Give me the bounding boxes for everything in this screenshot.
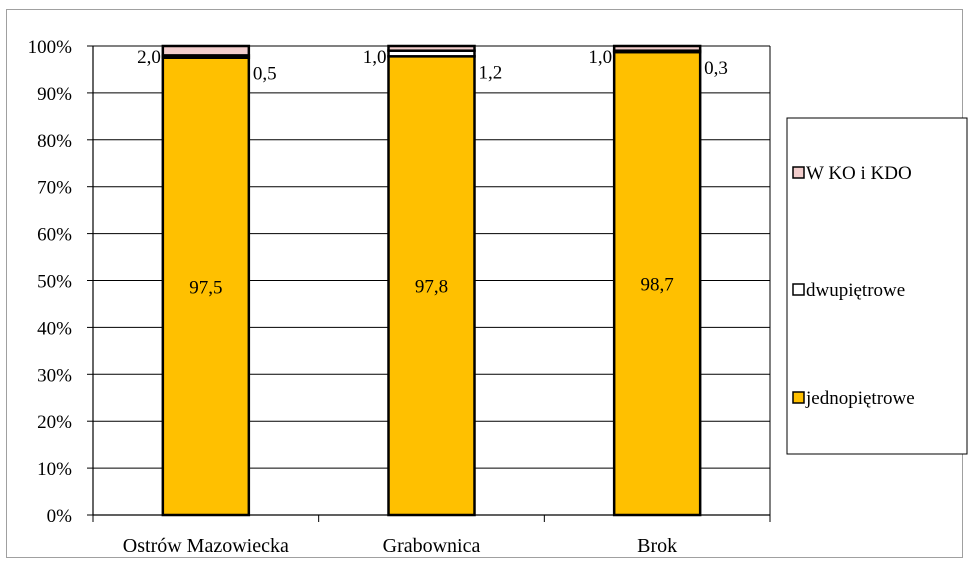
legend: W KO i KDO dwupiętrowe jednopiętrowe (786, 117, 968, 455)
y-tick-label: 100% (28, 37, 73, 58)
data-label: 1,2 (479, 62, 503, 83)
y-tick-label: 10% (37, 459, 72, 480)
y-axis-ticks: 0% 10% 20% 30% 40% 50% 60% 70% 80% 90% 100% (28, 37, 93, 527)
data-label: 1,0 (363, 47, 387, 68)
data-label: 0,5 (253, 64, 277, 85)
data-label: 97,8 (415, 277, 448, 298)
y-tick-label: 60% (37, 225, 72, 246)
x-category-label: Ostrów Mazowiecka (123, 535, 289, 557)
x-axis-ticks: Ostrów Mazowiecka Grabownica Brok (92, 515, 771, 557)
data-label: 1,0 (588, 47, 612, 68)
y-tick-label: 40% (37, 318, 72, 339)
y-tick-label: 80% (37, 131, 72, 152)
data-label: 2,0 (137, 47, 161, 68)
legend-swatch (792, 166, 805, 179)
bar-segment (161, 56, 251, 517)
y-tick-label: 90% (37, 84, 72, 105)
legend-label: dwupiętrowe (806, 280, 905, 301)
bars (161, 44, 702, 517)
legend-swatch (792, 283, 805, 296)
data-labels: 97,5 0,5 2,0 97,8 1,2 1,0 98,7 0,3 1,0 (137, 47, 728, 298)
legend-swatch (792, 391, 805, 404)
y-tick-label: 0% (47, 506, 73, 527)
y-tick-label: 30% (37, 365, 72, 386)
legend-label: W KO i KDO (806, 163, 912, 184)
x-category-label: Grabownica (383, 535, 481, 557)
data-label: 97,5 (189, 277, 222, 298)
data-label: 98,7 (641, 275, 674, 296)
data-label: 0,3 (704, 58, 728, 79)
y-tick-label: 50% (37, 272, 72, 293)
legend-box (786, 117, 968, 455)
bar-segment (387, 44, 476, 52)
legend-label: jednopiętrowe (805, 388, 915, 409)
y-tick-label: 70% (37, 178, 72, 199)
x-category-label: Brok (637, 535, 677, 557)
bar-segment (612, 44, 702, 52)
y-tick-label: 20% (37, 412, 72, 433)
bar-segment (161, 44, 251, 57)
